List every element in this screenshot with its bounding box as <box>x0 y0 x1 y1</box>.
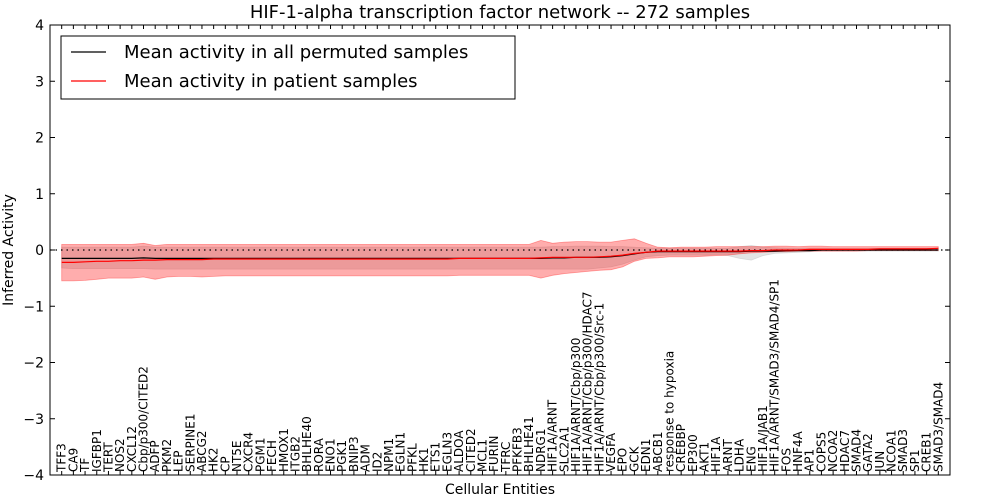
x-tick-label: NDRG1 <box>534 429 548 473</box>
x-tick-label: HIF1A/ARNT/Cbp/p300/Src-1 <box>592 303 606 472</box>
legend-label: Mean activity in patient samples <box>124 71 418 92</box>
series-2-line <box>61 247 939 263</box>
y-tick-label: 4 <box>35 18 44 34</box>
y-tick-label: 0 <box>35 243 44 259</box>
x-tick-label: HIF1A/ARNT/Cbp/p300 <box>569 338 583 472</box>
x-tick-label: response to hypoxia <box>662 351 676 472</box>
x-tick-label: FECH <box>265 440 279 472</box>
y-tick-label: 1 <box>35 187 44 203</box>
x-tick-label: ALDOA <box>452 430 466 472</box>
x-tick-label: HMOX1 <box>277 428 291 472</box>
x-tick-label: Cbp/p300/CITED2 <box>137 366 151 472</box>
x-tick-label: ADM <box>359 444 373 472</box>
x-tick-label: ID2 <box>370 452 384 472</box>
y-tick-label: −1 <box>23 299 44 315</box>
x-tick-label: SP1 <box>908 450 922 473</box>
x-tick-label: HNF4A <box>791 430 805 472</box>
x-tick-label: HIF1A/ARNT/Cbp/p300/HDAC7 <box>581 291 595 472</box>
y-tick-label: 3 <box>35 74 44 90</box>
x-tick-label: NCOA2 <box>826 430 840 472</box>
x-tick-label: ABCG2 <box>195 430 209 472</box>
x-tick-label: TFF3 <box>55 443 69 473</box>
x-tick-label: RORA <box>312 437 326 472</box>
x-tick-label: SMAD3 <box>896 429 910 472</box>
y-tick-label: 2 <box>35 131 44 147</box>
x-tick-label: CP <box>218 456 232 472</box>
legend: Mean activity in all permuted samples Mea… <box>60 35 516 100</box>
x-tick-label: HK1 <box>417 447 431 472</box>
x-tick-label: SLC2A1 <box>557 426 571 472</box>
x-tick-label: PFKL <box>405 443 419 472</box>
x-tick-label: ABCB1 <box>651 432 665 472</box>
y-tick-label: −2 <box>23 356 44 372</box>
x-tick-label: BNIP3 <box>347 436 361 472</box>
x-tick-label: CREBBP <box>674 424 688 472</box>
x-tick-label: ENG <box>744 446 758 472</box>
x-tick-label: EGLN1 <box>394 432 408 472</box>
legend-box <box>60 35 516 100</box>
x-tick-label: PGM1 <box>253 437 267 472</box>
y-tick-label: −4 <box>23 468 44 484</box>
x-tick-label: ENO1 <box>324 438 338 472</box>
x-tick-label: SMAD3/SMAD4 <box>931 382 945 472</box>
plot-area: −4 −3 −2 −1 0 1 2 3 4 TFF3CA9TFIGFBP1TERTNOS2CXCL… <box>23 18 951 484</box>
x-tick-label: PFKFB3 <box>511 427 525 472</box>
x-tick-label: SERPINE1 <box>183 413 197 472</box>
x-tick-label: HIF1A/JAB1 <box>756 405 770 472</box>
x-tick-label: BHLHE41 <box>522 416 536 472</box>
x-tick-label: BHLHE40 <box>300 416 314 472</box>
x-tick-label: HDAC7 <box>838 430 852 472</box>
x-tick-label: LEP <box>172 450 186 472</box>
x-tick-label: FOS <box>779 448 793 472</box>
x-tick-label: EPO <box>616 448 630 472</box>
x-tick-label: NT5E <box>230 440 244 472</box>
x-tick-label: HIF1A/ARNT <box>546 399 560 472</box>
x-axis-label: Cellular Entities <box>445 482 555 498</box>
x-tick-label: COPS5 <box>814 432 828 472</box>
x-tick-label: HIF1A <box>709 436 723 472</box>
x-tick-label: ETS1 <box>429 442 443 472</box>
x-tick-label: AKT1 <box>698 442 712 472</box>
x-tick-label: EGLN3 <box>440 432 454 472</box>
x-tick-label: CXCL12 <box>125 426 139 472</box>
x-tick-label: ITGB2 <box>288 436 302 472</box>
x-tick-label: LDHA <box>733 438 747 472</box>
x-tick-label: TFRC <box>499 442 513 473</box>
x-tick-label: NOS2 <box>113 438 127 472</box>
x-tick-label: PKM2 <box>160 439 174 472</box>
x-tick-label: TF <box>78 458 92 473</box>
x-tick-label: EP300 <box>686 434 700 472</box>
x-tick-label: EDN1 <box>639 439 653 472</box>
x-tick-label: NPM1 <box>382 438 396 472</box>
x-tick-label: GATA2 <box>861 433 875 472</box>
chart-title: HIF-1-alpha transcription factor network… <box>250 2 750 23</box>
x-tick-label: PGK1 <box>335 440 349 472</box>
x-tick-label: AP1 <box>803 449 817 472</box>
x-tick-label: NCOA1 <box>885 430 899 472</box>
x-tick-label: JUN <box>873 451 887 473</box>
legend-label: Mean activity in all permuted samples <box>124 42 468 63</box>
x-tick-label: SMAD4 <box>849 429 863 472</box>
x-tick-label: HIF1A/ARNT/SMAD3/SMAD4/SP1 <box>768 279 782 472</box>
x-tick-label: FURIN <box>487 435 501 472</box>
x-tick-label: CA9 <box>66 448 80 472</box>
x-tick-label: HK2 <box>207 447 221 472</box>
x-tick-label: GCK <box>627 445 641 472</box>
x-tick-label: CREB1 <box>920 432 934 472</box>
x-tick-label: IGFBP1 <box>90 429 104 472</box>
y-tick-label: −3 <box>23 412 44 428</box>
x-tick-label: CITED2 <box>464 428 478 472</box>
x-tick-label: TERT <box>101 442 115 473</box>
x-tick-label: CXCR4 <box>242 432 256 472</box>
x-tick-label: ADFP <box>148 440 162 472</box>
y-axis-label: Inferred Activity <box>1 194 17 306</box>
x-tick-label: ARNT <box>721 438 735 472</box>
x-tick-label: VEGFA <box>604 432 618 472</box>
x-tick-label: MCL1 <box>475 439 489 472</box>
